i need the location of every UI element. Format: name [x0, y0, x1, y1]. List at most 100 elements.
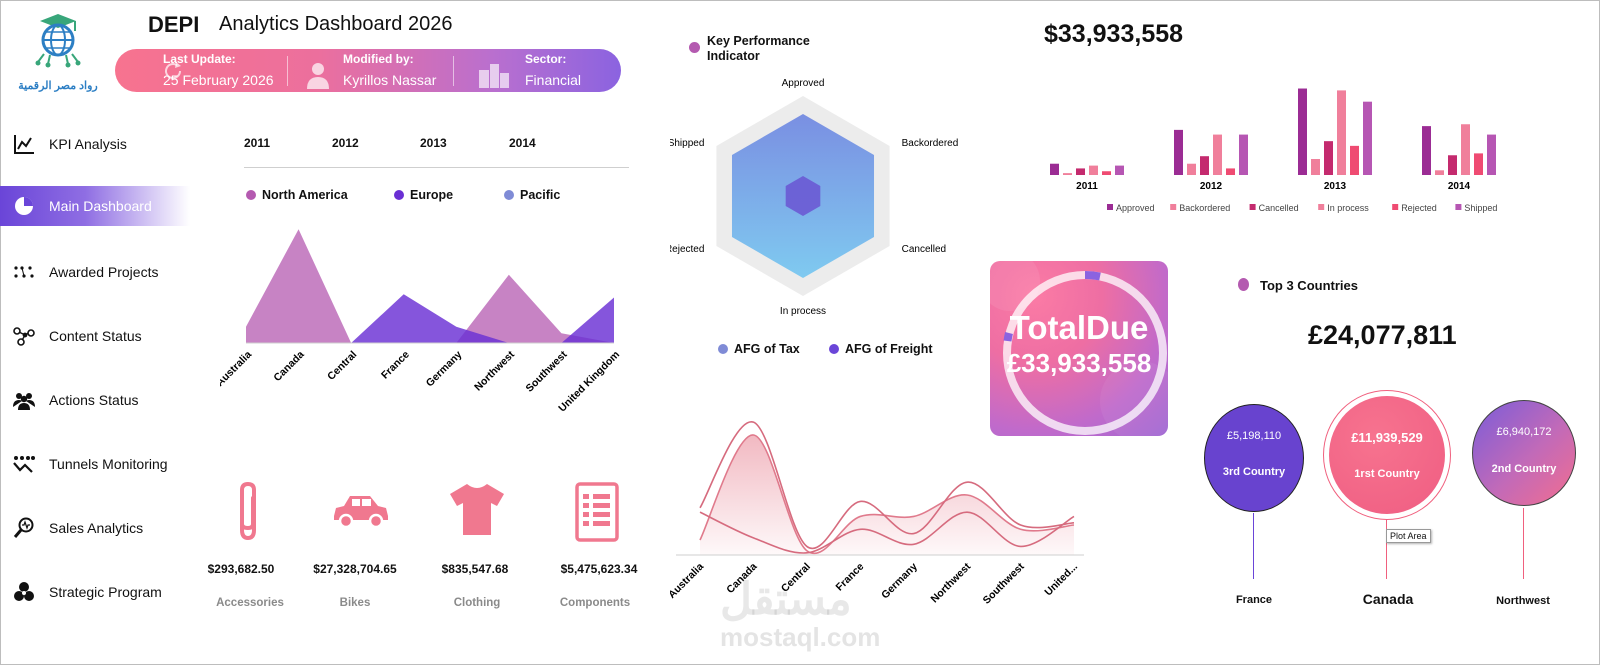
sidebar-item-sales-analytics[interactable]: Sales Analytics [0, 508, 190, 548]
sidebar-item-strategic-program[interactable]: Strategic Program [0, 572, 190, 612]
x-tick-label: Central [325, 349, 359, 383]
legend-label: Approved [1116, 203, 1155, 213]
legend-label: North America [262, 188, 348, 202]
refresh-icon [165, 62, 182, 80]
bubble-value: £11,939,529 [1351, 430, 1423, 445]
bar-cancelled [1076, 168, 1085, 175]
country-bubble-canada-ring: £11,939,529 1rst Country [1323, 390, 1451, 520]
bar-shipped [1363, 101, 1372, 175]
components-label: Components [559, 597, 631, 609]
legend-label: AFG of Tax [734, 342, 800, 356]
circles-icon [14, 582, 34, 601]
x-tick-label: 2014 [1448, 181, 1471, 192]
legend-europe: Europe [394, 188, 453, 202]
country-name-northwest: Northwest [1496, 595, 1550, 607]
total-due-value: £33,933,558 [1006, 348, 1152, 378]
sidebar-item-label: Actions Status [49, 392, 139, 408]
bubble-value: £6,940,172 [1496, 426, 1552, 438]
sector-value: Financial [525, 72, 582, 88]
legend-dot [504, 190, 514, 200]
kpi-title-line: Key Performance [707, 34, 810, 48]
legend-dot [394, 190, 404, 200]
radar-axis-label: Cancelled [902, 244, 946, 255]
legend-swatch [1392, 204, 1399, 210]
line-series-2 [699, 421, 1075, 550]
pie-chart-icon [15, 197, 33, 215]
bar-approved [1174, 129, 1183, 175]
country-bubble-france[interactable]: £5,198,110 3rd Country [1204, 404, 1304, 512]
kpi-radar-chart: Approved Backordered Cancelled In process Re… [670, 78, 959, 317]
kpi-title-dot [689, 42, 700, 53]
legend-afg-freight: AFG of Freight [829, 342, 933, 356]
status-bar-chart: 2011 2012 2013 2014 Approved Backordered Cance… [1050, 88, 1497, 213]
bar-backordered [1435, 170, 1444, 175]
watermark-logo: مستقل [720, 575, 852, 624]
bar-rejected [1226, 168, 1235, 175]
bar-cancelled [1200, 156, 1209, 175]
sidebar-item-label: Tunnels Monitoring [49, 456, 168, 472]
country-bubble-northwest[interactable]: £6,940,172 2nd Country [1472, 400, 1576, 506]
total-due-card: TotalDue £33,933,558 [990, 261, 1168, 436]
x-tick-label: Australia [670, 561, 706, 601]
year-filter-2012[interactable]: 2012 [332, 136, 359, 150]
total-due-ring [990, 261, 1168, 436]
bubble-value: £5,198,110 [1226, 430, 1282, 442]
country-bubble-canada[interactable]: £11,939,529 1rst Country [1329, 396, 1445, 514]
year-filter-2013[interactable]: 2013 [420, 136, 447, 150]
legend-swatch [1170, 204, 1177, 210]
bubble-rank: 2nd Country [1491, 463, 1557, 475]
area-series-1 [246, 229, 614, 343]
year-filter-2014[interactable]: 2014 [509, 136, 536, 150]
kpi-title: Key Performance Indicator [707, 34, 810, 64]
legend-label: Cancelled [1259, 203, 1299, 213]
page-title: Analytics Dashboard 2026 [219, 13, 453, 35]
x-tick-label: Germany [879, 561, 920, 602]
sidebar-item-kpi-analysis[interactable]: KPI Analysis [0, 124, 190, 164]
stem-line [1386, 516, 1387, 579]
dots-grid-icon [14, 266, 34, 278]
bar-shipped [1239, 134, 1248, 175]
legend-swatch [1455, 204, 1462, 210]
bar-rejected [1350, 145, 1359, 175]
afg-tax-area [700, 434, 1074, 555]
x-tick-label: Germany [424, 349, 465, 390]
line-series-1 [699, 434, 1075, 555]
x-tick-label: Australia [220, 349, 254, 389]
bikes-value: $27,328,704.65 [313, 562, 397, 576]
sidebar-item-awarded-projects[interactable]: Awarded Projects [0, 252, 190, 292]
bar-approved [1050, 163, 1059, 175]
modified-by-value: Kyrillos Nassar [343, 72, 437, 88]
x-tick-label: 2012 [1200, 181, 1223, 192]
line-series-3 [699, 511, 1075, 554]
year-filter-2011[interactable]: 2011 [244, 136, 271, 150]
plot-area-tooltip: Plot Area [1386, 529, 1431, 543]
sidebar-item-main-dashboard[interactable]: Main Dashboard [0, 186, 190, 226]
bar-rejected [1474, 153, 1483, 175]
radar-axis-label: Rejected [670, 244, 704, 255]
radar-series-2 [785, 176, 821, 216]
sidebar-item-content-status[interactable]: Content Status [0, 316, 190, 356]
x-tick-label: Northwest [928, 560, 973, 605]
x-tick-label: 2013 [1324, 181, 1347, 192]
car-icon [334, 496, 388, 529]
x-tick-label: Northwest [472, 348, 517, 393]
info-banner: Last Update: 25 February 2026 Modified b… [115, 49, 621, 92]
user-icon [307, 63, 329, 89]
bubble-rank: 1rst Country [1354, 468, 1420, 480]
list-icon [575, 482, 619, 542]
countries-title-dot [1238, 278, 1249, 291]
total-due-title: TotalDue [1009, 309, 1149, 346]
radar-axis-label: Backordered [902, 138, 959, 149]
sector-label: Sector: [525, 52, 567, 66]
bar-cancelled [1324, 141, 1333, 175]
bar-in-process [1337, 90, 1346, 175]
paperclip-icon [240, 481, 256, 541]
sidebar-item-tunnels-monitoring[interactable]: Tunnels Monitoring [0, 444, 190, 484]
sidebar-item-actions-status[interactable]: Actions Status [0, 380, 190, 420]
logo: رواد مصر الرقمية [14, 10, 102, 92]
legend-label: Europe [410, 188, 454, 202]
bar-in-process [1089, 165, 1098, 175]
x-tick-label: Southwest [981, 560, 1027, 606]
bar-approved [1422, 126, 1431, 175]
sidebar-item-label: Strategic Program [49, 584, 162, 600]
